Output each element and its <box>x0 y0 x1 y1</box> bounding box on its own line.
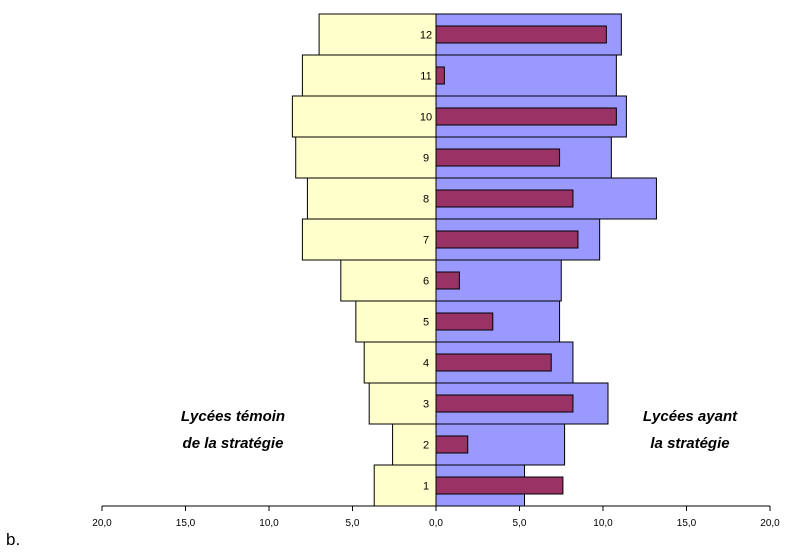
right-inner-bar-9 <box>435 148 561 167</box>
right-inner-bar-6 <box>435 271 460 290</box>
category-label-6: 6 <box>423 276 429 288</box>
left-bar-3 <box>368 382 437 425</box>
left-bar-8 <box>306 177 437 220</box>
figure-label: b. <box>6 530 21 549</box>
left-group-label-line1: Lycées témoin <box>181 408 285 425</box>
category-label-1: 1 <box>423 481 429 493</box>
left-bar-1 <box>373 464 437 507</box>
x-tick-label: 0,0 <box>429 518 443 529</box>
right-inner-bar-10 <box>435 107 617 126</box>
x-tick-label: 15,0 <box>677 518 697 529</box>
x-tick-label: 5,0 <box>513 518 527 529</box>
right-inner-bar-4 <box>435 353 552 372</box>
left-bars <box>291 13 437 507</box>
right-inner-bar-8 <box>435 189 574 208</box>
left-bar-10 <box>291 95 437 138</box>
right-inner-bars <box>435 25 617 495</box>
x-axis-ticks: 20,0 15,0 10,0 5,0 0,0 5,0 10,0 15,0 20,0 <box>92 506 780 529</box>
left-bar-9 <box>295 136 437 179</box>
category-label-11: 11 <box>420 71 431 83</box>
category-label-8: 8 <box>423 194 429 206</box>
left-bar-2 <box>392 423 437 466</box>
left-bar-11 <box>301 54 437 97</box>
category-label-12: 12 <box>420 30 432 42</box>
right-inner-bar-7 <box>435 230 579 249</box>
right-inner-bar-3 <box>435 394 574 413</box>
right-inner-bar-1 <box>435 476 564 495</box>
right-inner-bar-11 <box>435 66 445 85</box>
category-label-2: 2 <box>423 440 429 452</box>
left-bar-7 <box>301 218 437 261</box>
x-tick-label: 10,0 <box>259 518 279 529</box>
category-label-5: 5 <box>423 317 429 329</box>
x-tick-label: 20,0 <box>760 518 780 529</box>
x-tick-label: 10,0 <box>593 518 613 529</box>
right-group-label-line2: la stratégie <box>650 435 729 452</box>
right-outer-bar-11 <box>435 54 617 97</box>
right-inner-bar-12 <box>435 25 607 44</box>
right-group-label-line1: Lycées ayant <box>643 408 738 425</box>
category-label-3: 3 <box>423 399 429 411</box>
right-outer-bars <box>435 13 657 507</box>
category-label-4: 4 <box>423 358 429 370</box>
right-inner-bar-5 <box>435 312 494 331</box>
category-label-7: 7 <box>423 235 429 247</box>
x-tick-label: 5,0 <box>346 518 360 529</box>
left-group-label-line2: de la stratégie <box>183 435 284 452</box>
right-inner-bar-2 <box>435 435 469 454</box>
left-bar-12 <box>318 13 437 56</box>
left-bar-6 <box>340 259 437 302</box>
x-tick-label: 20,0 <box>92 518 112 529</box>
category-label-9: 9 <box>423 153 429 165</box>
category-label-10: 10 <box>420 112 432 124</box>
x-tick-label: 15,0 <box>176 518 196 529</box>
